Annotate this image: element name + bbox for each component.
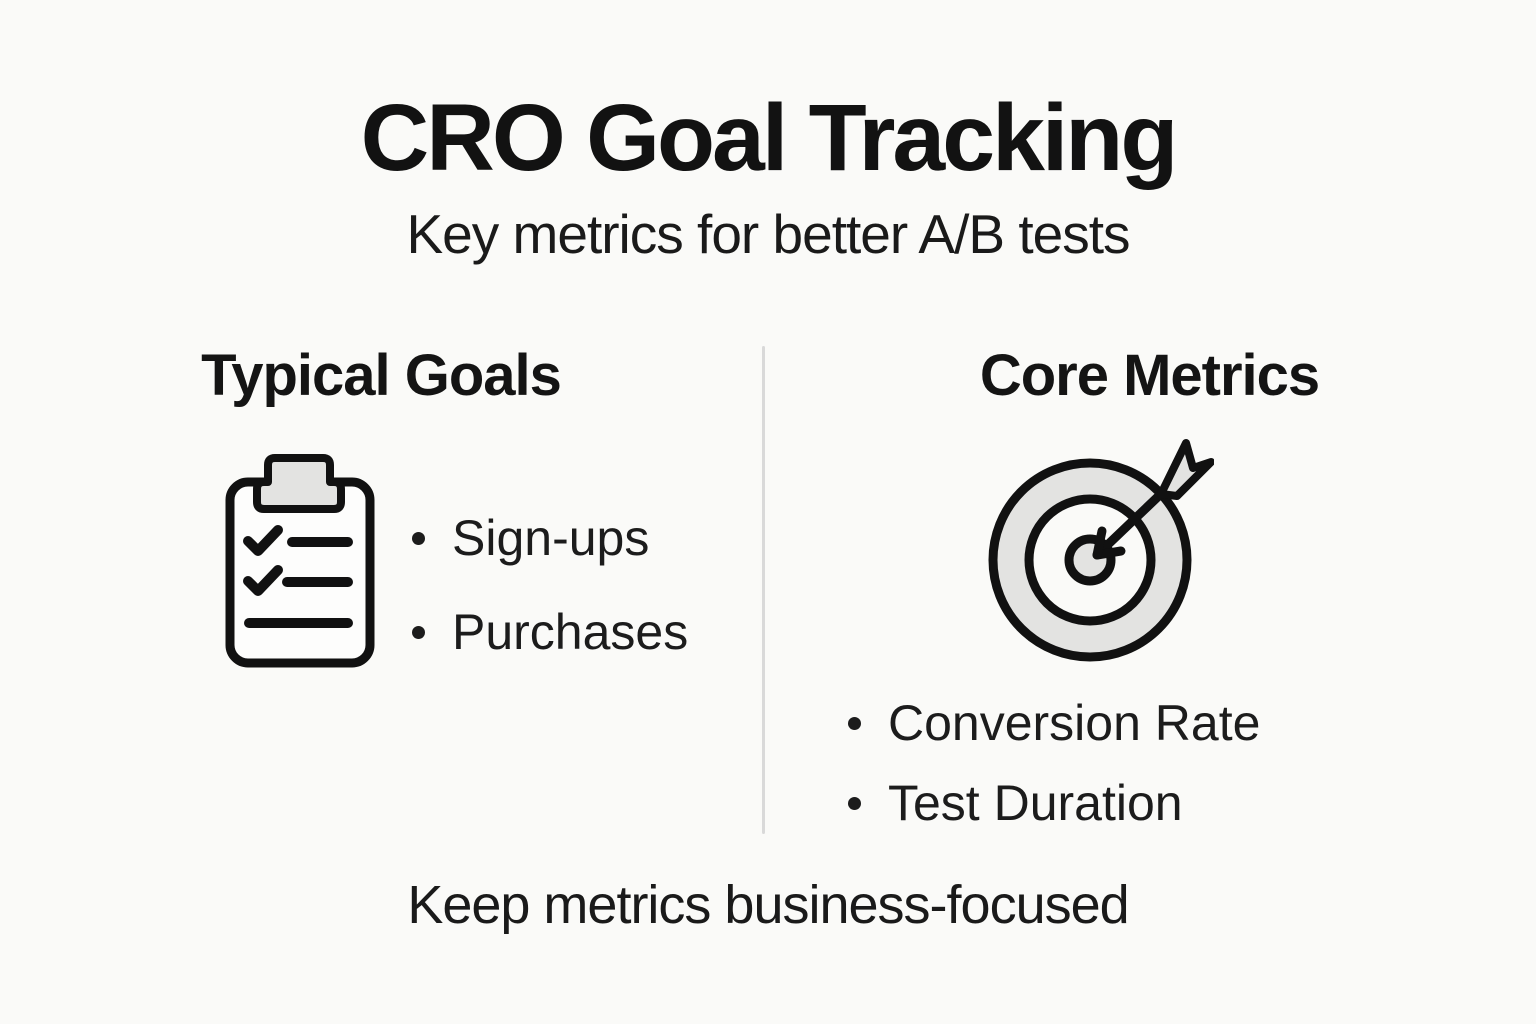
bullet-dot bbox=[412, 531, 425, 545]
bullet-dot bbox=[412, 625, 425, 639]
target-arrow-icon bbox=[970, 438, 1215, 682]
list-item: Purchases bbox=[412, 604, 688, 660]
list-item: Conversion Rate bbox=[848, 695, 1260, 751]
list-item-label: Sign-ups bbox=[452, 510, 650, 566]
bullet-dot bbox=[848, 796, 861, 810]
clipboard-checklist-icon bbox=[222, 452, 377, 670]
right-column-heading: Core Metrics bbox=[979, 343, 1320, 408]
left-column-heading: Typical Goals bbox=[201, 343, 562, 408]
column-divider bbox=[762, 346, 765, 834]
list-item: Test Duration bbox=[848, 775, 1260, 831]
bullet-dot bbox=[848, 716, 861, 730]
list-item: Sign-ups bbox=[412, 510, 688, 566]
left-bullet-list: Sign-ups Purchases bbox=[412, 510, 688, 660]
footer-note: Keep metrics business-focused bbox=[407, 875, 1129, 935]
list-item-label: Test Duration bbox=[888, 775, 1183, 831]
page-subtitle: Key metrics for better A/B tests bbox=[406, 203, 1131, 265]
list-item-label: Purchases bbox=[452, 604, 689, 660]
right-bullet-list: Conversion Rate Test Duration bbox=[848, 695, 1260, 831]
list-item-label: Conversion Rate bbox=[888, 695, 1261, 751]
page-title: CRO Goal Tracking bbox=[360, 85, 1179, 191]
